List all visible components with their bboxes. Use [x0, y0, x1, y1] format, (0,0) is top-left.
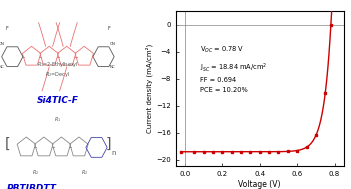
- Text: V$_{OC}$ = 0.78 V
J$_{SC}$ = 18.84 mA/cm$^2$
FF = 0.694
PCE = 10.20%: V$_{OC}$ = 0.78 V J$_{SC}$ = 18.84 mA/cm…: [200, 45, 267, 93]
- Text: PBTIBDTT: PBTIBDTT: [7, 184, 57, 189]
- X-axis label: Voltage (V): Voltage (V): [238, 180, 281, 189]
- Text: NC: NC: [0, 65, 5, 69]
- Text: $R_1$=2-Ethylhexyl: $R_1$=2-Ethylhexyl: [37, 60, 79, 69]
- Text: $R_1$: $R_1$: [54, 115, 61, 124]
- Text: CN: CN: [110, 42, 115, 46]
- Text: F: F: [6, 26, 8, 31]
- Text: $R_2$: $R_2$: [81, 168, 88, 177]
- Text: CN: CN: [0, 42, 5, 46]
- Text: $R_2$: $R_2$: [32, 168, 39, 177]
- Text: [: [: [4, 137, 10, 151]
- Text: ]: ]: [106, 137, 112, 151]
- Text: n: n: [112, 150, 116, 156]
- Text: F: F: [107, 26, 110, 31]
- Text: $R_2$=Decyl: $R_2$=Decyl: [45, 70, 71, 79]
- Y-axis label: Current density (mA/cm²): Current density (mA/cm²): [145, 44, 153, 133]
- Text: Si4TIC-F: Si4TIC-F: [37, 96, 79, 105]
- Text: NC: NC: [110, 65, 115, 69]
